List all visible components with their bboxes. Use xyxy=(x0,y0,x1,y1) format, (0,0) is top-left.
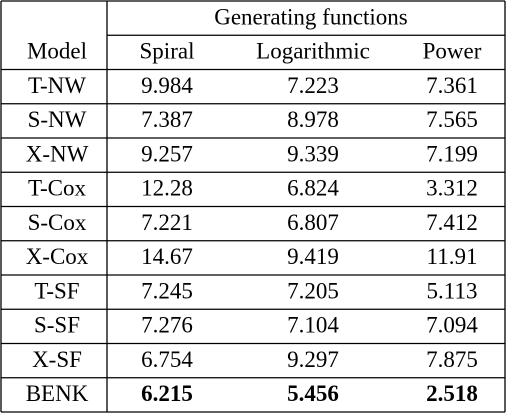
cell-value: 5.113 xyxy=(427,278,478,303)
cell-value: 5.456 xyxy=(287,381,339,406)
cell-value: 9.339 xyxy=(287,141,339,166)
model-name: T-NW xyxy=(28,73,86,98)
cell-value: 6.754 xyxy=(141,347,193,372)
cell-value: 7.565 xyxy=(426,107,478,132)
column-header: Power xyxy=(423,39,482,64)
cell-value: 12.28 xyxy=(141,176,193,201)
cell-value: 7.387 xyxy=(141,107,193,132)
group-header: Generating functions xyxy=(214,4,408,29)
cell-value: 7.223 xyxy=(287,73,339,98)
cell-value: 11.91 xyxy=(427,244,478,269)
column-header: Model xyxy=(27,39,87,64)
cell-value: 6.807 xyxy=(287,210,339,235)
cell-value: 9.257 xyxy=(141,141,193,166)
model-name: X-Cox xyxy=(26,244,89,269)
cell-value: 7.412 xyxy=(426,210,478,235)
model-name: X-SF xyxy=(32,347,82,372)
cell-value: 6.824 xyxy=(287,176,339,201)
cell-value: 2.518 xyxy=(426,381,478,406)
cell-value: 14.67 xyxy=(141,244,193,269)
model-name: BENK xyxy=(26,381,89,406)
cell-value: 6.215 xyxy=(141,381,193,406)
column-header: Logarithmic xyxy=(256,39,370,64)
cell-value: 9.984 xyxy=(141,73,193,98)
cell-value: 9.419 xyxy=(287,244,339,269)
cell-value: 3.312 xyxy=(426,176,478,201)
model-name: T-Cox xyxy=(28,176,86,201)
model-name: S-SF xyxy=(34,313,80,338)
cell-value: 8.978 xyxy=(287,107,339,132)
cell-value: 7.361 xyxy=(426,73,478,98)
cell-value: 9.297 xyxy=(287,347,339,372)
model-name: X-NW xyxy=(26,141,89,166)
cell-value: 7.205 xyxy=(287,278,339,303)
cell-value: 7.221 xyxy=(141,210,193,235)
cell-value: 7.199 xyxy=(426,141,478,166)
model-name: T-SF xyxy=(34,278,79,303)
cell-value: 7.276 xyxy=(141,313,193,338)
cell-value: 7.094 xyxy=(426,313,478,338)
column-header: Spiral xyxy=(140,39,195,64)
cell-value: 7.875 xyxy=(426,347,478,372)
model-name: S-NW xyxy=(28,107,87,132)
cell-value: 7.104 xyxy=(287,313,339,338)
model-name: S-Cox xyxy=(28,210,87,235)
cell-value: 7.245 xyxy=(141,278,193,303)
